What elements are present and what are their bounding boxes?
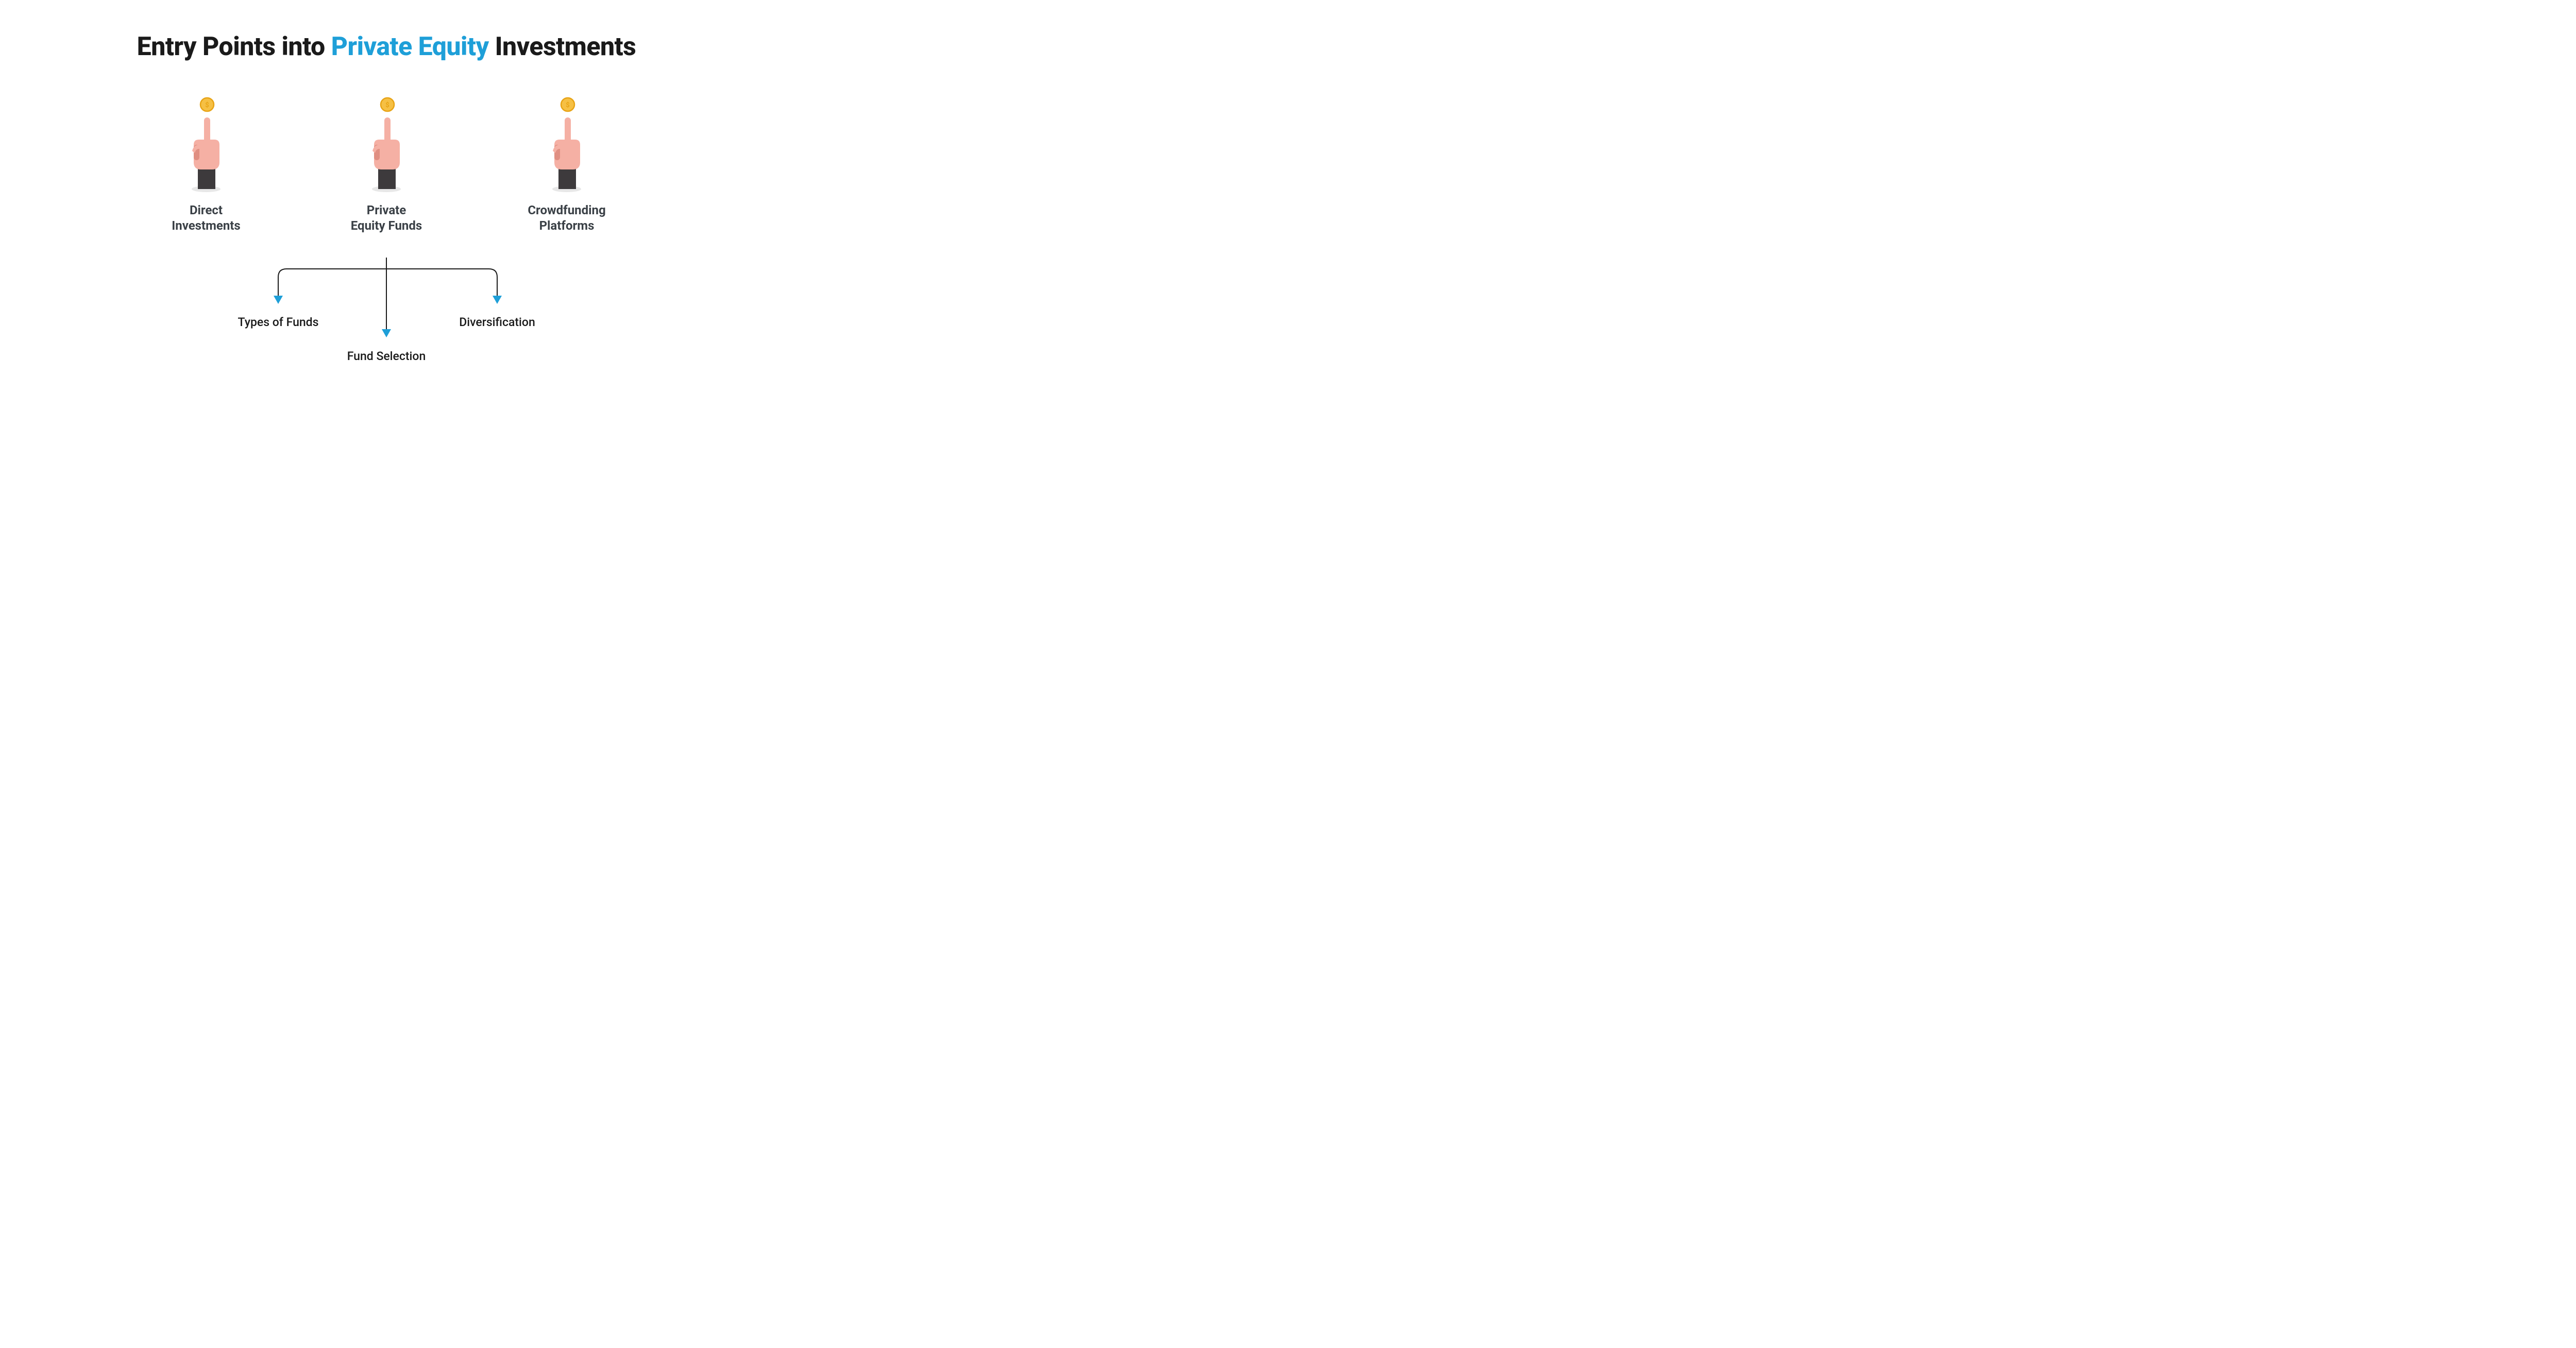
hand-pointing-coin-icon: $ [180,95,232,193]
option-label-line2: Platforms [539,218,595,233]
option-label: Private Equity Funds [351,202,422,233]
option-label-line1: Private [367,203,406,217]
option-label-line1: Direct [190,203,223,217]
svg-text:$: $ [385,101,389,109]
option-label-line2: Equity Funds [351,218,422,233]
option-private-equity-funds: $ Private Equity Funds [332,95,440,233]
tree-label-fund-selection: Fund Selection [325,349,448,363]
svg-text:$: $ [566,101,569,109]
svg-text:$: $ [205,101,209,109]
option-label-line1: Crowdfunding [528,203,605,217]
option-direct-investments: $ Direct Investments [152,95,260,233]
title-suffix: Investments [489,32,636,62]
title-accent: Private Equity [331,32,489,62]
option-label-line2: Investments [172,218,241,233]
hand-pointing-coin-icon: $ [361,95,412,193]
option-label: Crowdfunding Platforms [528,202,605,233]
branch-tree [0,258,773,391]
page-title: Entry Points into Private Equity Investm… [0,32,773,62]
tree-label-types-of-funds: Types of Funds [216,315,340,329]
options-row: $ Direct Investments $ Private Equity Fu… [0,95,773,233]
title-prefix: Entry Points into [137,32,331,62]
hand-pointing-coin-icon: $ [541,95,592,193]
tree-label-diversification: Diversification [435,315,559,329]
option-crowdfunding-platforms: $ Crowdfunding Platforms [513,95,621,233]
option-label: Direct Investments [172,202,241,233]
